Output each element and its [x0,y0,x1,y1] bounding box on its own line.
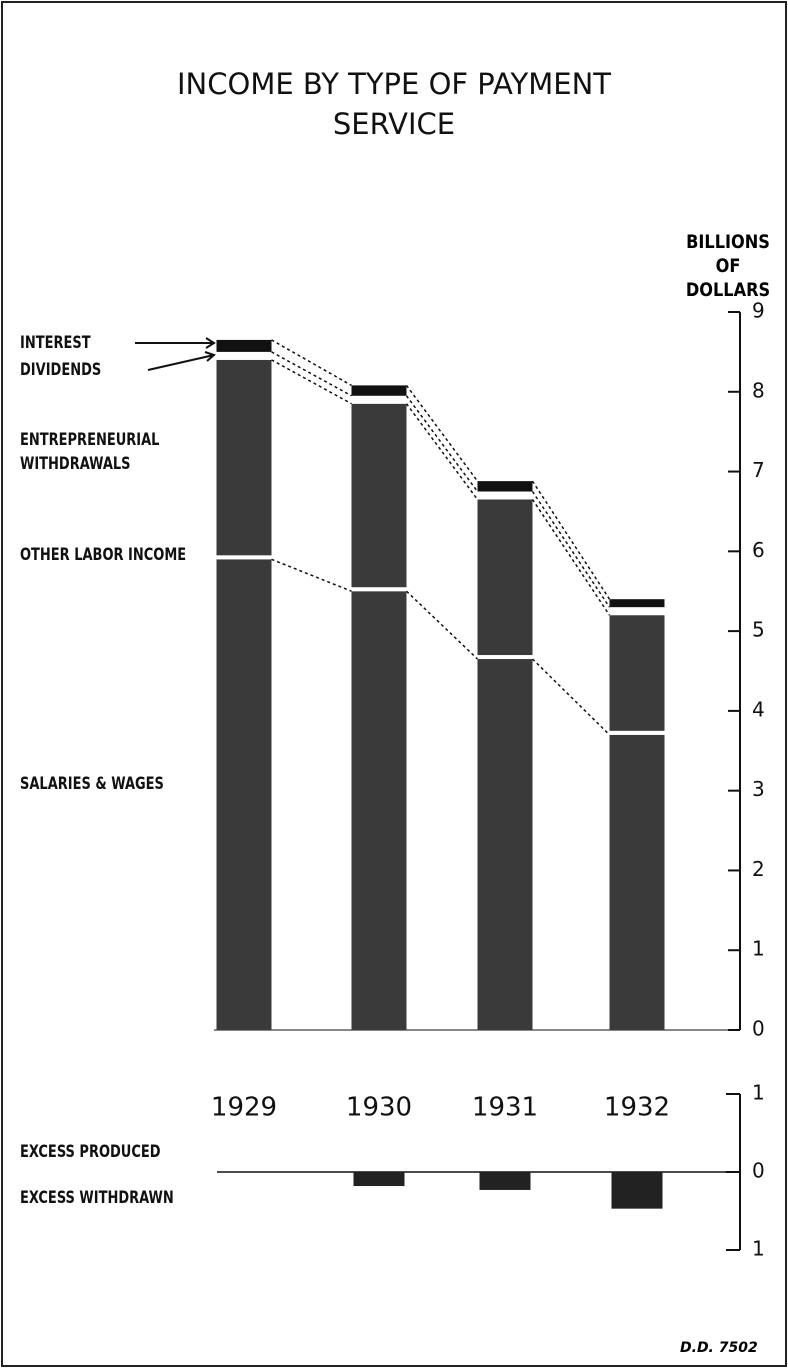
bar [479,1172,531,1190]
bar-segment [609,734,665,1030]
bar-segment [351,591,407,1030]
y-tick-label: 3 [752,777,765,801]
bar-segment [216,339,272,352]
bar-segment [609,607,665,616]
bar-segment [609,730,665,735]
bar-segment [477,655,533,660]
y-tick-label: 1 [752,1081,765,1105]
x-tick-label: 1932 [604,1093,670,1123]
y-tick-label: 1 [752,937,765,961]
connector [531,499,611,616]
annotation: EXCESS PRODUCED [20,1142,161,1162]
bar-segment [216,351,272,360]
x-tick-label: 1930 [346,1093,412,1123]
y-tick-label: 2 [752,857,765,881]
footer: D.D. 7502 [680,1340,758,1356]
y-tick-label: 6 [752,538,765,562]
y-tick-label: 5 [752,618,765,642]
connector [405,395,479,492]
connector [531,491,611,608]
connector [531,658,611,736]
bar-segment [477,499,533,656]
y-tick-label: 7 [752,458,765,482]
y-axis-label: BILLIONS OF DOLLARS [685,231,771,301]
y-tick-label: 4 [752,697,765,721]
legend-label: INTEREST [20,333,91,353]
bar [611,1172,663,1209]
y-tick-label: 9 [752,299,765,323]
bar-segment [609,615,665,731]
label-arrows [135,337,216,371]
connector [271,359,352,405]
connector [405,590,479,660]
legend-label: ENTREPRENEURIAL WITHDRAWALS [20,430,160,474]
connector [271,558,352,592]
bar-segment [216,555,272,560]
bar-segment [351,403,407,588]
connector [531,480,611,600]
connector [271,339,352,387]
bar-segment [477,491,533,500]
bar-segment [216,559,272,1030]
bar-segment [216,359,272,556]
y-tick-label: 0 [752,1017,765,1041]
bar-segment [351,395,407,404]
x-tick-label: 1931 [472,1093,538,1123]
y-tick-label: 8 [752,378,765,402]
x-tick-label: 1929 [211,1093,277,1123]
bar-segment [477,659,533,1030]
connector [271,351,352,397]
bar-segment [351,385,407,396]
legend-label: SALARIES & WAGES [20,774,164,794]
bar-segment [609,599,665,608]
bar-segment [477,481,533,492]
legend-label: OTHER LABOR INCOME [20,545,187,565]
y-tick-label: 0 [752,1159,765,1183]
bar-segment [351,587,407,592]
connector [405,403,479,500]
chart-title: INCOME BY TYPE OF PAYMENT SERVICE [177,67,611,141]
connector [405,384,479,482]
annotation: EXCESS WITHDRAWN [20,1188,174,1208]
bar [353,1172,405,1187]
legend-label: DIVIDENDS [20,360,102,380]
y-tick-label: 1 [752,1237,765,1261]
